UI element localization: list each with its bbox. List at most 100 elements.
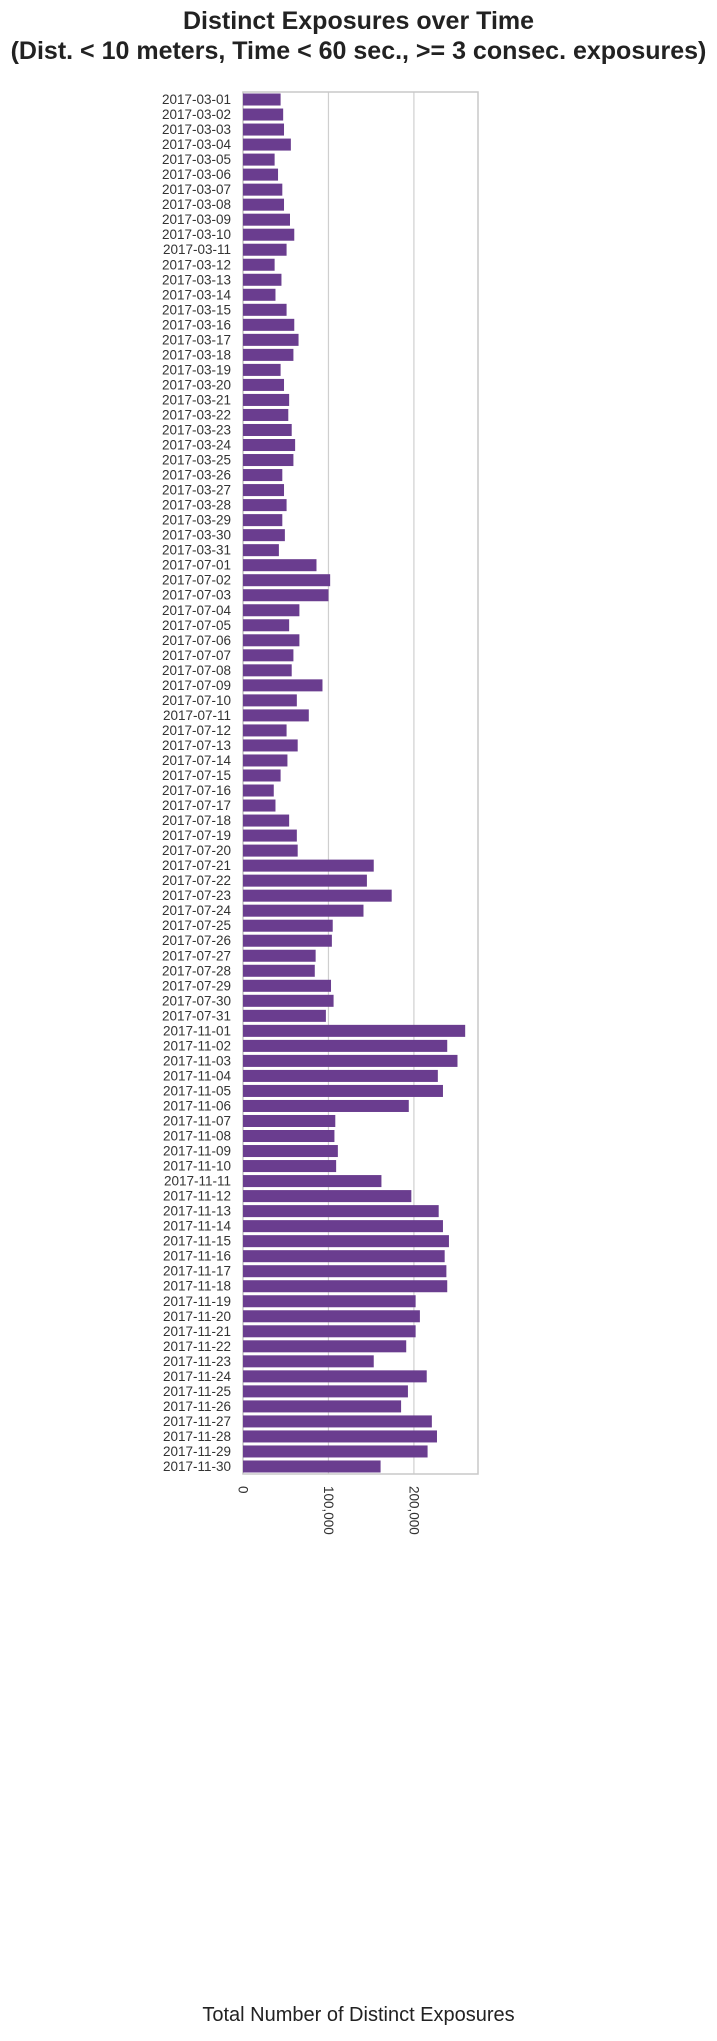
y-tick-label: 2017-07-20 xyxy=(162,843,231,858)
bar-2017-11-29 xyxy=(243,1445,428,1458)
y-tick-label: 2017-03-20 xyxy=(162,377,231,392)
y-tick-label: 2017-03-03 xyxy=(162,122,231,137)
y-tick-label: 2017-03-16 xyxy=(162,317,231,332)
bar-2017-11-09 xyxy=(243,1145,338,1158)
bar-2017-03-30 xyxy=(243,529,285,542)
y-tick-label: 2017-11-05 xyxy=(163,1083,231,1098)
y-tick-label: 2017-11-24 xyxy=(163,1369,232,1384)
y-tick-label: 2017-07-27 xyxy=(162,948,231,963)
y-tick-label: 2017-11-26 xyxy=(163,1399,231,1414)
bar-2017-07-29 xyxy=(243,979,332,992)
y-tick-label: 2017-11-11 xyxy=(164,1174,231,1189)
bar-2017-11-23 xyxy=(243,1355,374,1368)
y-tick-label: 2017-11-25 xyxy=(163,1384,231,1399)
y-tick-label: 2017-07-19 xyxy=(162,828,231,843)
y-tick-label: 2017-11-09 xyxy=(163,1144,231,1159)
y-tick-label: 2017-07-15 xyxy=(162,768,231,783)
y-tick-label: 2017-11-03 xyxy=(163,1053,231,1068)
bar-2017-07-31 xyxy=(243,1009,326,1022)
bar-2017-07-26 xyxy=(243,934,332,947)
bar-2017-07-02 xyxy=(243,574,331,587)
y-tick-label: 2017-07-14 xyxy=(162,753,232,768)
y-tick-label: 2017-03-22 xyxy=(162,407,231,422)
y-tick-label: 2017-07-13 xyxy=(162,738,231,753)
y-tick-label: 2017-07-23 xyxy=(162,888,231,903)
y-tick-label: 2017-03-18 xyxy=(162,347,231,362)
y-tick-label: 2017-03-12 xyxy=(162,257,231,272)
bar-2017-03-05 xyxy=(243,153,275,166)
bar-2017-03-03 xyxy=(243,123,285,136)
y-tick-label: 2017-07-29 xyxy=(162,978,231,993)
bar-2017-03-28 xyxy=(243,499,287,512)
bar-2017-07-17 xyxy=(243,799,276,812)
y-tick-label: 2017-03-14 xyxy=(162,287,232,302)
y-tick-label: 2017-03-15 xyxy=(162,302,231,317)
y-tick-label: 2017-03-06 xyxy=(162,167,231,182)
bar-2017-03-08 xyxy=(243,198,285,211)
y-tick-label: 2017-07-17 xyxy=(162,798,231,813)
x-axis-label: Total Number of Distinct Exposures xyxy=(202,2004,515,2026)
bar-2017-07-01 xyxy=(243,559,317,572)
chart-title-line1: Distinct Exposures over Time xyxy=(182,7,535,35)
bar-2017-07-16 xyxy=(243,784,274,797)
bar-2017-11-27 xyxy=(243,1415,432,1428)
bar-2017-07-13 xyxy=(243,739,298,752)
x-tick-label: 200,000 xyxy=(406,1486,421,1535)
bar-2017-03-07 xyxy=(243,183,283,196)
bar-2017-03-18 xyxy=(243,348,294,361)
y-tick-label: 2017-03-07 xyxy=(162,182,231,197)
bar-2017-11-11 xyxy=(243,1175,382,1188)
y-tick-label: 2017-07-21 xyxy=(162,858,231,873)
bar-2017-07-23 xyxy=(243,889,392,902)
bar-2017-11-16 xyxy=(243,1250,445,1263)
bar-2017-11-18 xyxy=(243,1280,448,1293)
y-tick-label: 2017-11-23 xyxy=(163,1354,231,1369)
bar-2017-07-21 xyxy=(243,859,374,872)
bar-2017-07-08 xyxy=(243,664,292,677)
bar-2017-07-27 xyxy=(243,949,316,962)
bar-2017-07-05 xyxy=(243,619,290,632)
bar-2017-07-03 xyxy=(243,589,329,602)
y-tick-label: 2017-11-28 xyxy=(163,1429,231,1444)
bar-2017-11-14 xyxy=(243,1220,443,1233)
bar-2017-03-12 xyxy=(243,258,275,271)
bar-2017-11-03 xyxy=(243,1054,458,1067)
bar-2017-03-09 xyxy=(243,213,290,226)
y-tick-label: 2017-03-19 xyxy=(162,362,231,377)
bar-2017-07-30 xyxy=(243,994,334,1007)
bar-2017-11-15 xyxy=(243,1235,449,1248)
y-tick-label: 2017-07-16 xyxy=(162,783,231,798)
y-tick-label: 2017-07-31 xyxy=(162,1008,231,1023)
y-tick-label: 2017-03-31 xyxy=(162,543,231,558)
y-tick-label: 2017-11-14 xyxy=(163,1219,232,1234)
bar-2017-03-21 xyxy=(243,393,290,406)
bar-2017-07-22 xyxy=(243,874,367,887)
bar-2017-11-24 xyxy=(243,1370,427,1383)
y-tick-label: 2017-11-29 xyxy=(163,1444,231,1459)
y-tick-label: 2017-11-15 xyxy=(163,1234,231,1249)
bar-2017-07-28 xyxy=(243,964,315,977)
x-tick-label: 0 xyxy=(236,1486,251,1494)
y-tick-label: 2017-07-30 xyxy=(162,993,231,1008)
bar-2017-07-19 xyxy=(243,829,297,842)
y-tick-label: 2017-11-13 xyxy=(163,1204,231,1219)
y-tick-label: 2017-11-30 xyxy=(163,1459,231,1474)
y-tick-label: 2017-11-18 xyxy=(163,1279,231,1294)
bar-2017-03-17 xyxy=(243,333,299,346)
y-tick-label: 2017-03-04 xyxy=(162,137,232,152)
bar-2017-11-04 xyxy=(243,1069,438,1082)
bar-2017-11-02 xyxy=(243,1039,448,1052)
bar-2017-07-25 xyxy=(243,919,333,932)
bar-2017-03-19 xyxy=(243,363,281,376)
bar-2017-11-20 xyxy=(243,1310,420,1323)
y-tick-label: 2017-07-24 xyxy=(162,903,232,918)
y-tick-label: 2017-03-24 xyxy=(162,438,232,453)
y-tick-label: 2017-11-07 xyxy=(163,1113,231,1128)
bar-2017-03-25 xyxy=(243,454,294,467)
y-tick-label: 2017-03-28 xyxy=(162,498,231,513)
bar-2017-11-22 xyxy=(243,1340,407,1353)
bar-2017-07-18 xyxy=(243,814,290,827)
bar-2017-11-21 xyxy=(243,1325,416,1338)
y-tick-label: 2017-07-08 xyxy=(162,663,231,678)
